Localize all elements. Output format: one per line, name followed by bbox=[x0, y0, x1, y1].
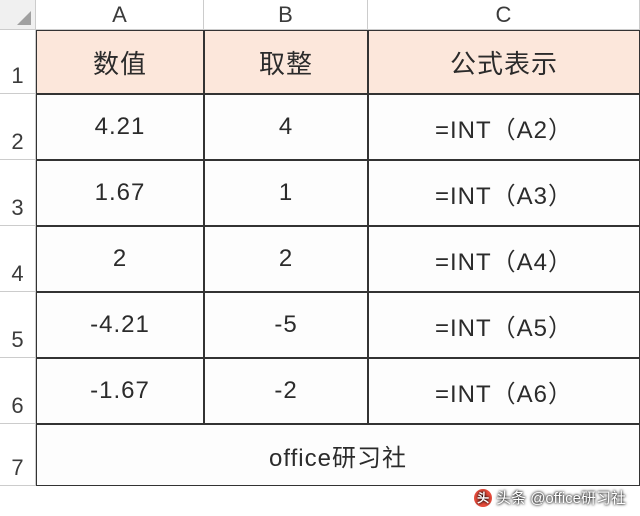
cell-c4[interactable]: =INT（A4） bbox=[368, 226, 640, 292]
col-header-c[interactable]: C bbox=[368, 0, 640, 30]
row-header-7[interactable]: 7 bbox=[0, 424, 36, 486]
cell-a6[interactable]: -1.67 bbox=[36, 358, 204, 424]
watermark-icon: 头 bbox=[474, 489, 492, 507]
cell-b4[interactable]: 2 bbox=[204, 226, 368, 292]
watermark-prefix: 头条 bbox=[496, 487, 526, 508]
header-formula[interactable]: 公式表示 bbox=[368, 30, 640, 94]
row-header-2[interactable]: 2 bbox=[0, 94, 36, 160]
cell-c3[interactable]: =INT（A3） bbox=[368, 160, 640, 226]
watermark-name: @office研习社 bbox=[530, 487, 626, 508]
col-header-a[interactable]: A bbox=[36, 0, 204, 30]
cell-b6[interactable]: -2 bbox=[204, 358, 368, 424]
cell-b3[interactable]: 1 bbox=[204, 160, 368, 226]
header-int[interactable]: 取整 bbox=[204, 30, 368, 94]
cell-b5[interactable]: -5 bbox=[204, 292, 368, 358]
cell-a3[interactable]: 1.67 bbox=[36, 160, 204, 226]
col-header-b[interactable]: B bbox=[204, 0, 368, 30]
spreadsheet: A B C 1 数值 取整 公式表示 2 4.21 4 =INT（A2） 3 1… bbox=[0, 0, 640, 486]
cell-c2[interactable]: =INT（A2） bbox=[368, 94, 640, 160]
row-header-6[interactable]: 6 bbox=[0, 358, 36, 424]
row-header-4[interactable]: 4 bbox=[0, 226, 36, 292]
cell-a4[interactable]: 2 bbox=[36, 226, 204, 292]
cell-c6[interactable]: =INT（A6） bbox=[368, 358, 640, 424]
header-value[interactable]: 数值 bbox=[36, 30, 204, 94]
cell-a5[interactable]: -4.21 bbox=[36, 292, 204, 358]
watermark: 头 头条 @office研习社 bbox=[474, 487, 626, 508]
row-header-1[interactable]: 1 bbox=[0, 30, 36, 94]
cell-c5[interactable]: =INT（A5） bbox=[368, 292, 640, 358]
select-all-corner[interactable] bbox=[0, 0, 36, 30]
cell-b2[interactable]: 4 bbox=[204, 94, 368, 160]
row-header-5[interactable]: 5 bbox=[0, 292, 36, 358]
footer-merged-cell[interactable]: office研习社 bbox=[36, 424, 640, 486]
row-header-3[interactable]: 3 bbox=[0, 160, 36, 226]
cell-a2[interactable]: 4.21 bbox=[36, 94, 204, 160]
